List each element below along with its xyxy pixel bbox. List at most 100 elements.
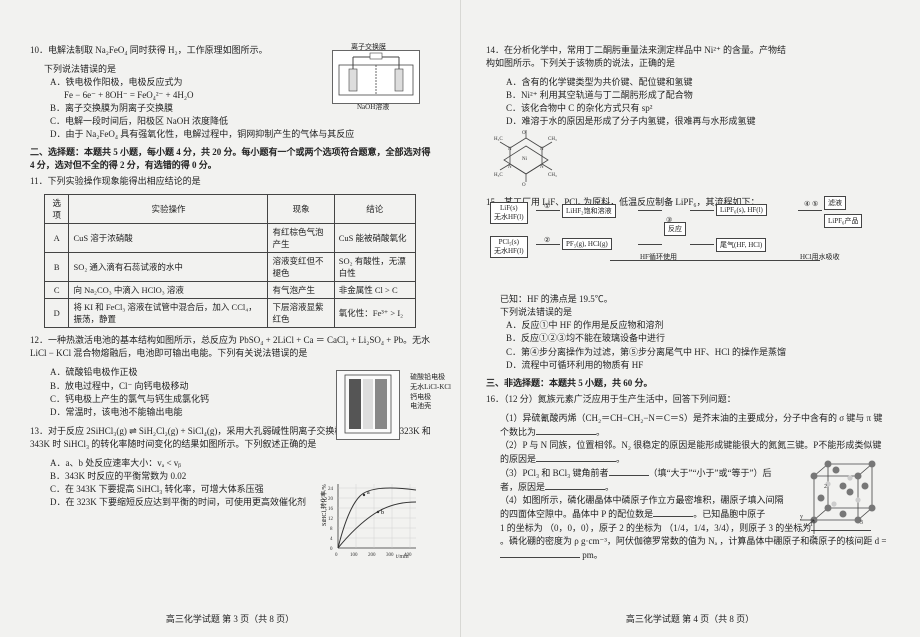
q13-D: D．在 323K 下要缩短反应达到平衡的时间，可使用更高效催化剂 (30, 496, 310, 509)
q11-stem: 11．下列实验操作现象能得出相应结论的是 (30, 175, 434, 188)
cell: 向 Na₂CO₃ 中滴入 HClO₃ 溶液 (69, 282, 268, 299)
cell: 非金属性 Cl > C (334, 282, 415, 299)
table-row: D 将 KI 和 FeCl₃ 溶液在试管中混合后，加入 CCl₄，振荡，静置 下… (45, 299, 416, 328)
electrolysis-label-bottom: NaOH溶液 (357, 102, 389, 112)
svg-text:0: 0 (335, 553, 338, 558)
battery-l3: 钙电极 (410, 393, 451, 403)
cell: 有气泡产生 (268, 282, 334, 299)
footer-left: 高三化学试题 第 3 页（共 8 页） (0, 612, 460, 625)
svg-text:N: N (508, 165, 512, 170)
svg-text:CH₃: CH₃ (548, 137, 557, 142)
cell: CuS 能被硝酸氧化 (334, 224, 415, 253)
flow-b8: LiPF₆产品 (824, 214, 862, 228)
q15-D: D．流程中可循环利用的物质有 HF (486, 359, 890, 372)
svg-text:y: y (800, 514, 803, 520)
q15-intro: 下列说法错误的是 (486, 306, 890, 319)
svg-text:24: 24 (328, 487, 334, 492)
svg-text:b: b (381, 510, 384, 516)
svg-text:2: 2 (824, 484, 827, 490)
svg-text:12: 12 (328, 517, 334, 522)
flow-rec1: HF循环使用 (640, 252, 677, 262)
cell: 有红棕色气泡产生 (268, 224, 334, 253)
table-row: C 向 Na₂CO₃ 中滴入 HClO₃ 溶液 有气泡产生 非金属性 Cl > … (45, 282, 416, 299)
q15-given: 已知：HF 的沸点是 19.5℃。 (486, 293, 890, 306)
flow-b9: 尾气(HF, HCl) (716, 238, 766, 252)
cell: 氧化性：Fe³⁺ > I₂ (334, 299, 415, 328)
svg-text:20: 20 (328, 497, 334, 502)
cell: CuS 溶于浓硝酸 (69, 224, 268, 253)
q12-stem: 12．一种热激活电池的基本结构如图所示，总反应为 PbSO₄ + 2LiCl +… (30, 334, 434, 360)
svg-text:300: 300 (386, 553, 394, 558)
cell: 将 KI 和 FeCl₃ 溶液在试管中混合后，加入 CCl₄，振荡，静置 (69, 299, 268, 328)
svg-text:0: 0 (330, 547, 333, 552)
flow-b4: PCl₅(s)无水HF(l) (490, 236, 528, 258)
q13-A: A．a、b 处反应速率大小：vₐ < vᵦ (30, 457, 434, 470)
svg-text:8: 8 (330, 527, 333, 532)
flow-a1: ① (544, 202, 550, 210)
flow-rec2: HCl用水吸收 (800, 252, 840, 262)
battery-l2: 无水LiCl-KCl (410, 383, 451, 393)
flow-b5: PF₅(g), HCl(g) (562, 238, 612, 250)
q16-p3: （3）PCl₃ 和 BCl₃ 键角前者（填“大于”“小于”或“等于”）后者，原因… (486, 466, 786, 494)
q14-C: C．该化合物中 C 的杂化方式只有 sp² (486, 102, 890, 115)
svg-text:N: N (540, 147, 544, 152)
q14-D: D．难溶于水的原因是形成了分子内氢键，很难再与水形成氢键 (486, 115, 786, 128)
fig-battery: 硫酸铅电极 无水LiCl-KCl 钙电极 电池壳 (336, 370, 400, 440)
svg-text:a: a (367, 490, 370, 496)
battery-l1: 硫酸铅电极 (410, 373, 451, 383)
flow-b7: 滤液 (824, 196, 846, 210)
spine (460, 0, 461, 637)
section2-head: 二、选择题：本题共 5 小题，每小题 4 分，共 20 分。每小题有一个或两个选… (30, 145, 434, 171)
q16-p1: （1）异硫氰酸丙烯（CH₂＝CH−CH₂−N＝C＝S）是芥末油的主要成分，分子中… (486, 412, 890, 439)
q15-A: A．反应①中 HF 的作用是反应物和溶剂 (486, 319, 890, 332)
th-c3: 现象 (268, 195, 334, 224)
svg-text:z: z (812, 534, 815, 540)
q10-C: C．电解一段时间后，阳极区 NaOH 浓度降低 (30, 115, 434, 128)
svg-text:16: 16 (328, 507, 334, 512)
svg-text:3: 3 (860, 520, 863, 526)
flow-a5: ④ ⑤ (804, 200, 818, 208)
flow-b1: LiF(s)无水HF(l) (490, 202, 528, 224)
page-spread: 10．电解法制取 Na₂FeO₄ 同时获得 H₂，工作原理如图所示。 下列说法错… (0, 0, 920, 637)
svg-text:H₃C: H₃C (494, 173, 503, 178)
electrolysis-label-top: 离子交换膜 (351, 42, 386, 52)
cell: C (45, 282, 69, 299)
fig-electrolysis: 离子交换膜 NaOH溶液 (332, 50, 420, 104)
q16-stem: 16．（12 分）氮族元素广泛应用于生产生活中，回答下列问题： (486, 393, 890, 406)
cell: SO₂ 通入滴有石蕊试液的水中 (69, 253, 268, 282)
cell: A (45, 224, 69, 253)
fig-molecule: Ni H₃CCH₃ H₃CCH₃ OO NN NN (486, 128, 566, 192)
cell: B (45, 253, 69, 282)
fig-crystal: 123 zyx (800, 454, 886, 540)
page-left: 10．电解法制取 Na₂FeO₄ 同时获得 H₂，工作原理如图所示。 下列说法错… (0, 0, 460, 637)
svg-text:SiHCl₃转化率/%: SiHCl₃转化率/% (320, 484, 328, 526)
flow-b2: LiHF₂饱和溶液 (562, 204, 616, 218)
section3-head: 三、非选择题：本题共 5 小题，共 60 分。 (486, 376, 890, 389)
q11-table: 选项 实验操作 现象 结论 A CuS 溶于浓硝酸 有红棕色气泡产生 CuS 能… (44, 194, 416, 328)
q14-stem: 14．在分析化学中，常用丁二酮肟重量法来测定样品中 Ni²⁺ 的含量。产物结构如… (486, 44, 786, 70)
th-c2: 实验操作 (69, 195, 268, 224)
cell: D (45, 299, 69, 328)
svg-text:100: 100 (350, 553, 358, 558)
battery-l4: 电池壳 (410, 402, 451, 412)
cell: 下层溶液显紫红色 (268, 299, 334, 328)
svg-text:4: 4 (330, 537, 333, 542)
svg-text:H₃C: H₃C (494, 137, 503, 142)
q16-p4: （4）如图所示，磷化硼晶体中磷原子作立方最密堆积，硼原子填入间隔的四面体空隙中。… (486, 494, 786, 521)
svg-text:Ni: Ni (522, 157, 528, 162)
q14-B: B．Ni²⁺ 利用其空轨道与丁二酮肟形成了配合物 (486, 89, 890, 102)
fig-graph: a b SiHCl₃转化率/% 0100200 300400 t/min 048… (320, 478, 420, 560)
svg-text:200: 200 (368, 553, 376, 558)
svg-text:CH₃: CH₃ (548, 173, 557, 178)
fig-flow: LiF(s)无水HF(l) ① LiHF₂饱和溶液 PCl₅(s)无水HF(l)… (490, 196, 900, 268)
svg-text:N: N (508, 147, 512, 152)
flow-b3: 反应 (664, 222, 686, 236)
page-right: 14．在分析化学中，常用丁二酮肟重量法来测定样品中 Ni²⁺ 的含量。产物结构如… (460, 0, 920, 637)
table-row: B SO₂ 通入滴有石蕊试液的水中 溶液变红但不褪色 SO₂ 有酸性，无漂白性 (45, 253, 416, 282)
table-row: A CuS 溶于浓硝酸 有红棕色气泡产生 CuS 能被硝酸氧化 (45, 224, 416, 253)
flow-b6: LiPF₆(s), HF(l) (716, 204, 767, 216)
svg-text:N: N (540, 165, 544, 170)
svg-text:O: O (522, 183, 526, 188)
q15-B: B．反应①②③均不能在玻璃设备中进行 (486, 332, 890, 345)
cell: 溶液变红但不褪色 (268, 253, 334, 282)
